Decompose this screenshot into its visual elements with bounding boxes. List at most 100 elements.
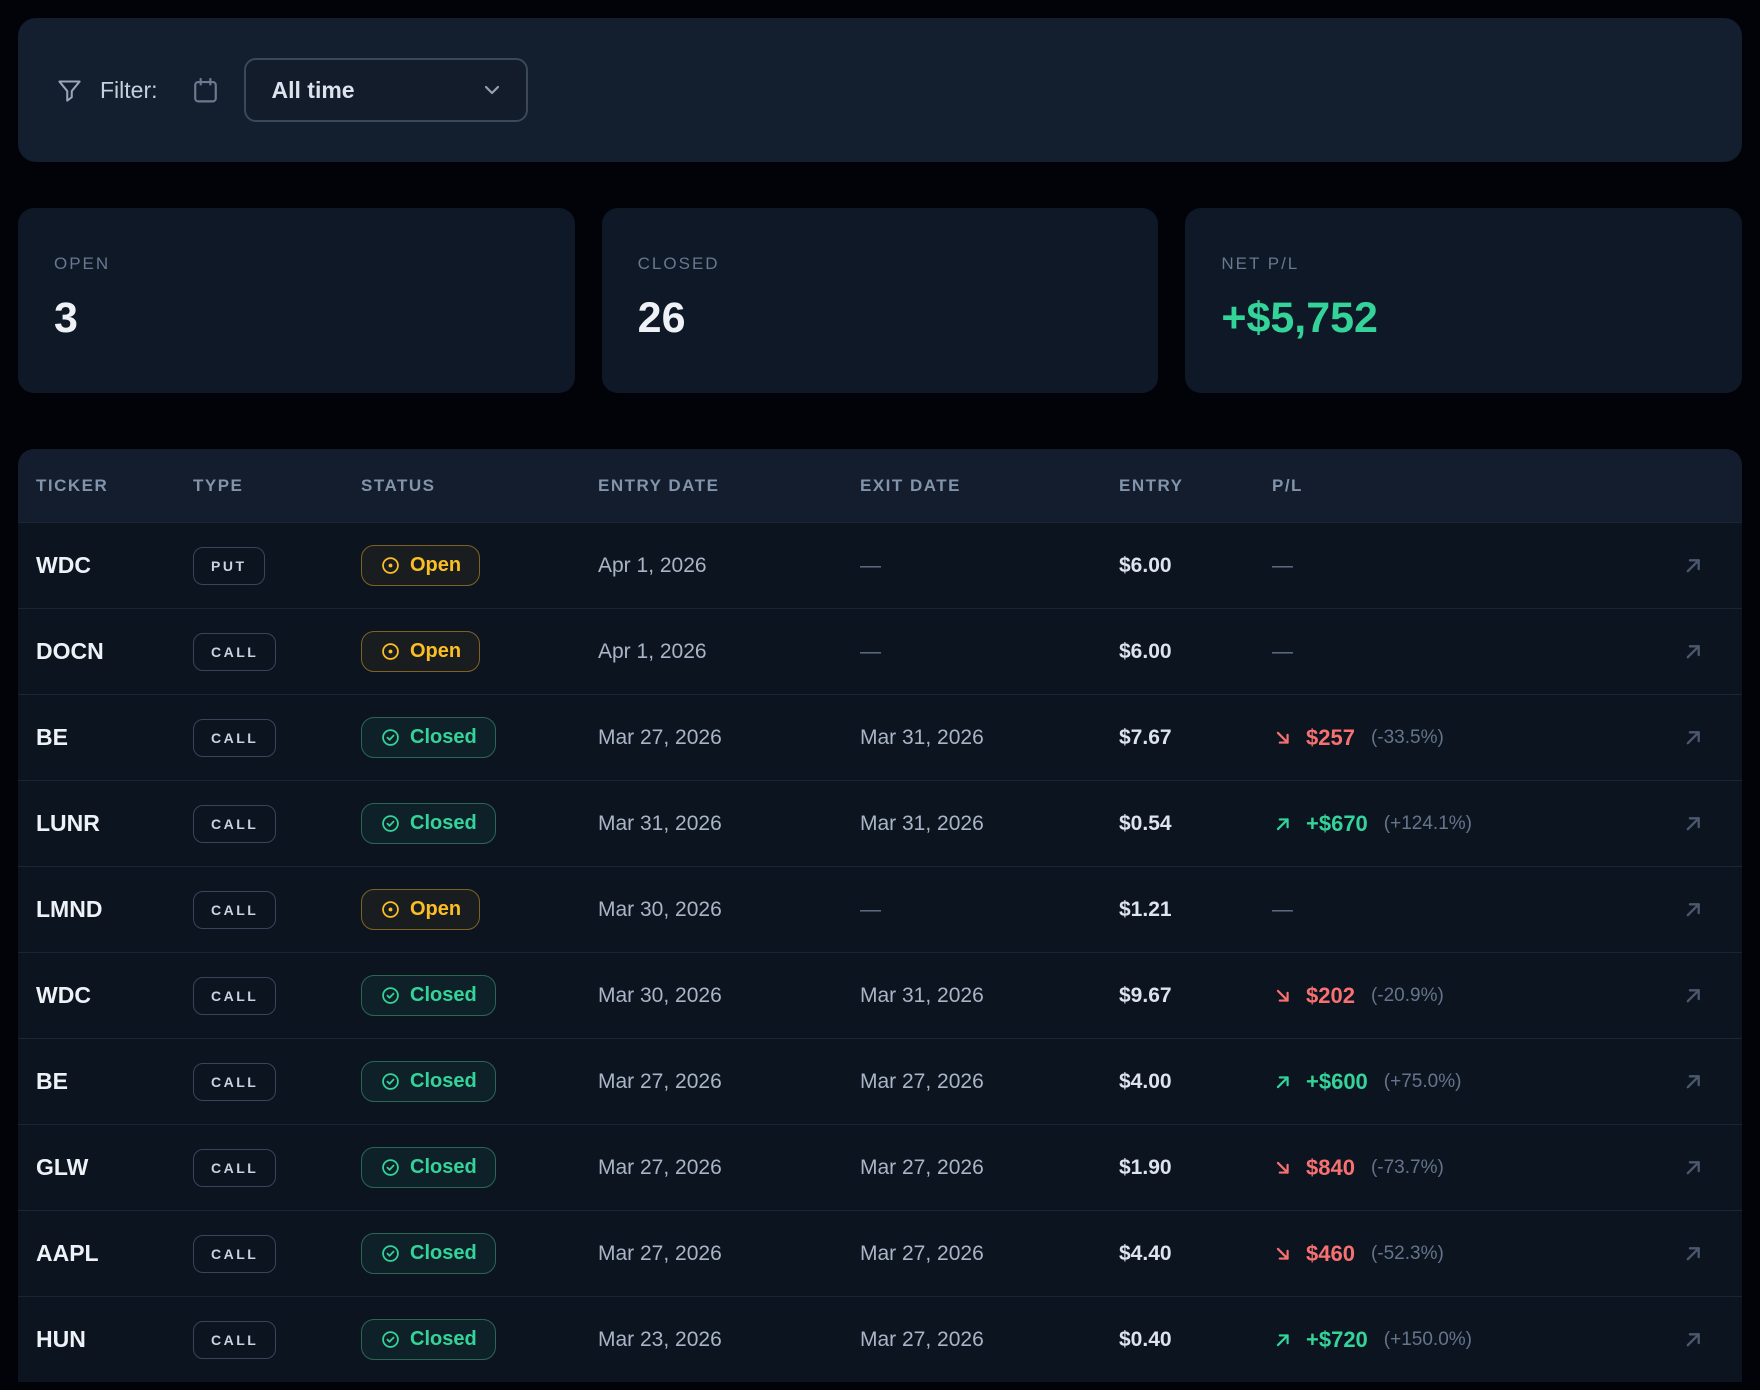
stat-value: 3 <box>54 294 78 342</box>
table-header: TICKER TYPE STATUS ENTRY DATE EXIT DATE … <box>18 449 1742 522</box>
pl-empty-dash: — <box>1272 639 1293 663</box>
pl-percent: (-73.7%) <box>1370 1156 1444 1178</box>
arrow-up-right-icon <box>1276 817 1289 830</box>
trades-table: TICKER TYPE STATUS ENTRY DATE EXIT DATE … <box>18 449 1742 1382</box>
table-row: BE CALL Closed Mar 27, 2026 Mar 27, 2026… <box>18 1038 1742 1124</box>
pl-cell: $202 (-20.9%) <box>1272 983 1642 1009</box>
status-badge: Closed <box>361 1147 496 1188</box>
table-row: GLW CALL Closed Mar 27, 2026 Mar 27, 202… <box>18 1124 1742 1210</box>
open-trade-link-icon[interactable] <box>1681 725 1706 750</box>
open-trade-link-icon[interactable] <box>1681 897 1706 922</box>
entry-date: Mar 27, 2026 <box>598 725 722 749</box>
column-header-entry-date: ENTRY DATE <box>598 475 720 495</box>
open-trade-link-icon[interactable] <box>1681 1327 1706 1352</box>
arrow-down-right-icon <box>1276 1161 1289 1174</box>
filter-bar: Filter: All time <box>18 18 1742 162</box>
ticker-label: LUNR <box>36 810 100 836</box>
entry-date: Mar 27, 2026 <box>598 1241 722 1265</box>
arrow-down-right-icon <box>1276 731 1289 744</box>
table-row: BE CALL Closed Mar 27, 2026 Mar 31, 2026… <box>18 694 1742 780</box>
filter-funnel-icon <box>58 79 81 102</box>
entry-price: $1.21 <box>1119 897 1172 921</box>
type-badge: CALL <box>193 1234 277 1273</box>
status-badge: Open <box>361 889 481 930</box>
status-label: Open <box>410 640 462 662</box>
entry-price: $4.40 <box>1119 1241 1172 1265</box>
ticker-label: HUN <box>36 1326 86 1352</box>
entry-date: Apr 1, 2026 <box>598 553 707 577</box>
exit-date: Mar 27, 2026 <box>860 1327 984 1351</box>
entry-price: $0.54 <box>1119 811 1172 835</box>
column-header-entry: ENTRY <box>1119 475 1184 495</box>
open-trade-link-icon[interactable] <box>1681 811 1706 836</box>
table-row: LUNR CALL Closed Mar 31, 2026 Mar 31, 20… <box>18 780 1742 866</box>
status-label: Closed <box>410 1156 477 1178</box>
exit-date: Mar 31, 2026 <box>860 725 984 749</box>
arrow-up-right-icon <box>1276 1075 1289 1088</box>
open-trade-link-icon[interactable] <box>1681 553 1706 578</box>
status-badge: Closed <box>361 975 496 1016</box>
status-badge: Closed <box>361 1233 496 1274</box>
pl-value: +$600 <box>1306 1068 1368 1094</box>
table-row: DOCN CALL Open Apr 1, 2026 — $6.00 — <box>18 608 1742 694</box>
ticker-label: BE <box>36 724 68 750</box>
time-range-dropdown[interactable]: All time <box>243 58 528 122</box>
table-body: WDC PUT Open Apr 1, 2026 — $6.00 — DOCN <box>18 522 1742 1382</box>
type-badge: PUT <box>193 546 265 585</box>
exit-date: Mar 27, 2026 <box>860 1241 984 1265</box>
pl-percent: (+75.0%) <box>1383 1070 1462 1092</box>
status-badge: Closed <box>361 1319 496 1360</box>
open-trade-link-icon[interactable] <box>1681 1069 1706 1094</box>
type-badge: CALL <box>193 1320 277 1359</box>
pl-cell: — <box>1272 898 1642 922</box>
ticker-label: DOCN <box>36 638 104 664</box>
exit-date: Mar 31, 2026 <box>860 811 984 835</box>
pl-percent: (+124.1%) <box>1383 812 1472 834</box>
stat-card-net-pl: NET P/L +$5,752 <box>1185 208 1742 393</box>
arrow-down-right-icon <box>1276 1247 1289 1260</box>
stat-label: NET P/L <box>1221 254 1300 273</box>
open-trade-link-icon[interactable] <box>1681 983 1706 1008</box>
status-label: Open <box>410 898 462 920</box>
circle-check-icon <box>382 729 399 746</box>
status-label: Closed <box>410 1242 477 1264</box>
ticker-label: WDC <box>36 982 91 1008</box>
ticker-label: AAPL <box>36 1240 99 1266</box>
pl-cell: $840 (-73.7%) <box>1272 1155 1642 1181</box>
exit-date: Mar 31, 2026 <box>860 983 984 1007</box>
status-badge: Open <box>361 631 481 672</box>
pl-cell: — <box>1272 640 1642 664</box>
status-label: Closed <box>410 1328 477 1350</box>
pl-percent: (-20.9%) <box>1370 984 1444 1006</box>
entry-date: Mar 27, 2026 <box>598 1155 722 1179</box>
column-header-ticker: TICKER <box>36 475 109 495</box>
entry-date: Mar 31, 2026 <box>598 811 722 835</box>
entry-price: $9.67 <box>1119 983 1172 1007</box>
open-trade-link-icon[interactable] <box>1681 1155 1706 1180</box>
entry-price: $7.67 <box>1119 725 1172 749</box>
entry-date: Apr 1, 2026 <box>598 639 707 663</box>
circle-check-icon <box>382 1331 399 1348</box>
table-row: HUN CALL Closed Mar 23, 2026 Mar 27, 202… <box>18 1296 1742 1382</box>
stat-label: CLOSED <box>637 254 720 273</box>
status-label: Closed <box>410 1070 477 1092</box>
circle-dot-icon <box>382 901 399 918</box>
ticker-label: GLW <box>36 1154 89 1180</box>
status-badge: Open <box>361 545 481 586</box>
stat-card-closed: CLOSED 26 <box>601 208 1159 393</box>
open-trade-link-icon[interactable] <box>1681 1241 1706 1266</box>
pl-value: +$720 <box>1306 1326 1368 1352</box>
pl-cell: — <box>1272 554 1642 578</box>
circle-dot-icon <box>382 557 399 574</box>
column-header-pl: P/L <box>1272 475 1303 495</box>
entry-price: $4.00 <box>1119 1069 1172 1093</box>
open-trade-link-icon[interactable] <box>1681 639 1706 664</box>
stat-label: OPEN <box>54 254 111 273</box>
pl-value: $460 <box>1306 1240 1355 1266</box>
entry-date: Mar 30, 2026 <box>598 983 722 1007</box>
pl-cell: +$720 (+150.0%) <box>1272 1327 1642 1353</box>
stat-value: 26 <box>637 294 686 342</box>
circle-check-icon <box>382 815 399 832</box>
arrow-down-right-icon <box>1276 989 1289 1002</box>
